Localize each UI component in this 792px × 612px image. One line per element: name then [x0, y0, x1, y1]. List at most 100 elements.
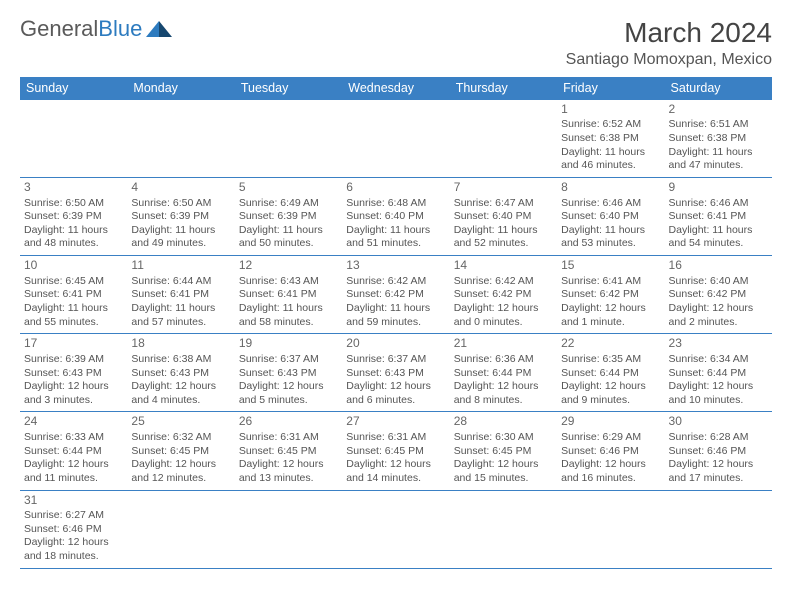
sunset-line: Sunset: 6:44 PM	[24, 445, 123, 459]
daylight-line: Daylight: 11 hours and 47 minutes.	[669, 146, 768, 173]
sunset-line: Sunset: 6:38 PM	[669, 132, 768, 146]
calendar-day-cell: 25Sunrise: 6:32 AMSunset: 6:45 PMDayligh…	[127, 412, 234, 490]
calendar-day-cell: 29Sunrise: 6:29 AMSunset: 6:46 PMDayligh…	[557, 412, 664, 490]
day-number: 6	[346, 180, 445, 196]
calendar-day-cell: 2Sunrise: 6:51 AMSunset: 6:38 PMDaylight…	[665, 99, 772, 177]
calendar-day-cell: 26Sunrise: 6:31 AMSunset: 6:45 PMDayligh…	[235, 412, 342, 490]
sunrise-line: Sunrise: 6:31 AM	[239, 431, 338, 445]
sunrise-line: Sunrise: 6:51 AM	[669, 118, 768, 132]
sunset-line: Sunset: 6:41 PM	[24, 288, 123, 302]
calendar-day-cell: 27Sunrise: 6:31 AMSunset: 6:45 PMDayligh…	[342, 412, 449, 490]
sunrise-line: Sunrise: 6:39 AM	[24, 353, 123, 367]
sunset-line: Sunset: 6:40 PM	[561, 210, 660, 224]
sunrise-line: Sunrise: 6:31 AM	[346, 431, 445, 445]
calendar-day-cell: 28Sunrise: 6:30 AMSunset: 6:45 PMDayligh…	[450, 412, 557, 490]
calendar-day-cell: 14Sunrise: 6:42 AMSunset: 6:42 PMDayligh…	[450, 256, 557, 334]
day-number: 13	[346, 258, 445, 274]
sunset-line: Sunset: 6:44 PM	[561, 367, 660, 381]
sunrise-line: Sunrise: 6:52 AM	[561, 118, 660, 132]
sunrise-line: Sunrise: 6:27 AM	[24, 509, 123, 523]
day-number: 14	[454, 258, 553, 274]
daylight-line: Daylight: 11 hours and 54 minutes.	[669, 224, 768, 251]
calendar-day-cell: 5Sunrise: 6:49 AMSunset: 6:39 PMDaylight…	[235, 177, 342, 255]
logo-triangle-icon	[146, 19, 172, 39]
daylight-line: Daylight: 12 hours and 17 minutes.	[669, 458, 768, 485]
calendar-week-row: 17Sunrise: 6:39 AMSunset: 6:43 PMDayligh…	[20, 334, 772, 412]
calendar-day-cell: 21Sunrise: 6:36 AMSunset: 6:44 PMDayligh…	[450, 334, 557, 412]
logo-text: GeneralBlue	[20, 18, 142, 40]
calendar-table: SundayMondayTuesdayWednesdayThursdayFrid…	[20, 77, 772, 569]
sunrise-line: Sunrise: 6:44 AM	[131, 275, 230, 289]
sunrise-line: Sunrise: 6:42 AM	[454, 275, 553, 289]
daylight-line: Daylight: 12 hours and 13 minutes.	[239, 458, 338, 485]
calendar-day-cell: 17Sunrise: 6:39 AMSunset: 6:43 PMDayligh…	[20, 334, 127, 412]
calendar-day-cell: 3Sunrise: 6:50 AMSunset: 6:39 PMDaylight…	[20, 177, 127, 255]
calendar-day-cell: 8Sunrise: 6:46 AMSunset: 6:40 PMDaylight…	[557, 177, 664, 255]
calendar-day-cell: 7Sunrise: 6:47 AMSunset: 6:40 PMDaylight…	[450, 177, 557, 255]
month-title: March 2024	[566, 18, 772, 49]
day-number: 23	[669, 336, 768, 352]
day-number: 20	[346, 336, 445, 352]
day-number: 18	[131, 336, 230, 352]
daylight-line: Daylight: 12 hours and 1 minute.	[561, 302, 660, 329]
title-block: March 2024 Santiago Momoxpan, Mexico	[566, 18, 772, 69]
sunrise-line: Sunrise: 6:41 AM	[561, 275, 660, 289]
sunset-line: Sunset: 6:41 PM	[131, 288, 230, 302]
sunrise-line: Sunrise: 6:45 AM	[24, 275, 123, 289]
daylight-line: Daylight: 12 hours and 10 minutes.	[669, 380, 768, 407]
daylight-line: Daylight: 12 hours and 14 minutes.	[346, 458, 445, 485]
sunrise-line: Sunrise: 6:47 AM	[454, 197, 553, 211]
sunset-line: Sunset: 6:46 PM	[24, 523, 123, 537]
sunset-line: Sunset: 6:39 PM	[24, 210, 123, 224]
day-number: 24	[24, 414, 123, 430]
calendar-empty-cell	[235, 490, 342, 568]
day-number: 22	[561, 336, 660, 352]
daylight-line: Daylight: 12 hours and 2 minutes.	[669, 302, 768, 329]
sunset-line: Sunset: 6:40 PM	[454, 210, 553, 224]
logo-text-blue: Blue	[98, 16, 142, 41]
calendar-day-cell: 30Sunrise: 6:28 AMSunset: 6:46 PMDayligh…	[665, 412, 772, 490]
day-header: Wednesday	[342, 77, 449, 100]
daylight-line: Daylight: 11 hours and 55 minutes.	[24, 302, 123, 329]
calendar-day-cell: 18Sunrise: 6:38 AMSunset: 6:43 PMDayligh…	[127, 334, 234, 412]
sunrise-line: Sunrise: 6:37 AM	[239, 353, 338, 367]
day-number: 3	[24, 180, 123, 196]
day-number: 15	[561, 258, 660, 274]
sunrise-line: Sunrise: 6:50 AM	[24, 197, 123, 211]
calendar-day-cell: 9Sunrise: 6:46 AMSunset: 6:41 PMDaylight…	[665, 177, 772, 255]
day-number: 11	[131, 258, 230, 274]
sunrise-line: Sunrise: 6:48 AM	[346, 197, 445, 211]
daylight-line: Daylight: 12 hours and 18 minutes.	[24, 536, 123, 563]
daylight-line: Daylight: 12 hours and 15 minutes.	[454, 458, 553, 485]
sunrise-line: Sunrise: 6:34 AM	[669, 353, 768, 367]
calendar-day-cell: 6Sunrise: 6:48 AMSunset: 6:40 PMDaylight…	[342, 177, 449, 255]
daylight-line: Daylight: 11 hours and 48 minutes.	[24, 224, 123, 251]
daylight-line: Daylight: 12 hours and 6 minutes.	[346, 380, 445, 407]
sunset-line: Sunset: 6:40 PM	[346, 210, 445, 224]
daylight-line: Daylight: 11 hours and 51 minutes.	[346, 224, 445, 251]
sunset-line: Sunset: 6:45 PM	[346, 445, 445, 459]
day-number: 25	[131, 414, 230, 430]
day-number: 12	[239, 258, 338, 274]
sunrise-line: Sunrise: 6:50 AM	[131, 197, 230, 211]
day-header: Sunday	[20, 77, 127, 100]
sunset-line: Sunset: 6:43 PM	[346, 367, 445, 381]
calendar-empty-cell	[235, 99, 342, 177]
sunset-line: Sunset: 6:44 PM	[669, 367, 768, 381]
sunset-line: Sunset: 6:43 PM	[239, 367, 338, 381]
day-number: 31	[24, 493, 123, 509]
sunset-line: Sunset: 6:43 PM	[24, 367, 123, 381]
daylight-line: Daylight: 11 hours and 58 minutes.	[239, 302, 338, 329]
logo: GeneralBlue	[20, 18, 172, 40]
logo-text-gray: General	[20, 16, 98, 41]
daylight-line: Daylight: 11 hours and 57 minutes.	[131, 302, 230, 329]
sunset-line: Sunset: 6:42 PM	[346, 288, 445, 302]
sunset-line: Sunset: 6:41 PM	[239, 288, 338, 302]
sunrise-line: Sunrise: 6:35 AM	[561, 353, 660, 367]
daylight-line: Daylight: 12 hours and 8 minutes.	[454, 380, 553, 407]
daylight-line: Daylight: 12 hours and 11 minutes.	[24, 458, 123, 485]
calendar-day-cell: 20Sunrise: 6:37 AMSunset: 6:43 PMDayligh…	[342, 334, 449, 412]
day-number: 19	[239, 336, 338, 352]
sunset-line: Sunset: 6:42 PM	[669, 288, 768, 302]
calendar-day-cell: 12Sunrise: 6:43 AMSunset: 6:41 PMDayligh…	[235, 256, 342, 334]
